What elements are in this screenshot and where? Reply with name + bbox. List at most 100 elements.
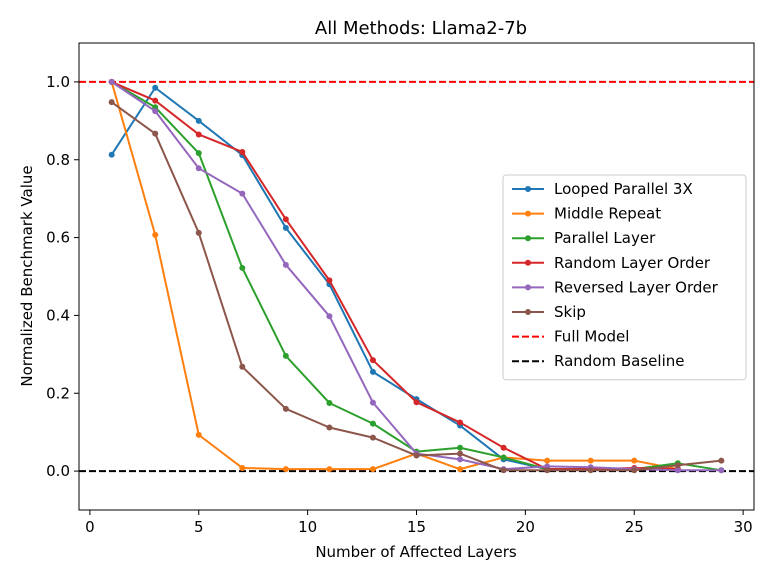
data-point bbox=[195, 150, 202, 157]
data-point bbox=[457, 419, 464, 426]
data-point bbox=[195, 131, 202, 138]
legend-label: Random Baseline bbox=[554, 352, 684, 370]
y-tick-label: 0.4 bbox=[46, 306, 70, 324]
series-line bbox=[111, 81, 678, 471]
data-point bbox=[152, 130, 159, 137]
x-tick-label: 0 bbox=[85, 518, 95, 536]
series-line bbox=[110, 81, 678, 471]
legend-item: Random Layer Order bbox=[512, 254, 711, 272]
legend-box bbox=[502, 174, 747, 381]
data-point bbox=[108, 99, 115, 106]
legend-label: Full Model bbox=[554, 328, 629, 346]
data-point bbox=[326, 313, 333, 320]
data-point bbox=[108, 78, 115, 85]
data-point bbox=[369, 368, 376, 375]
y-tick-label: 0.2 bbox=[46, 384, 70, 402]
legend-label: Random Layer Order bbox=[554, 254, 711, 272]
data-point bbox=[413, 399, 420, 406]
data-point bbox=[587, 457, 594, 464]
data-point bbox=[282, 224, 289, 231]
legend-label: Looped Parallel 3X bbox=[554, 180, 693, 198]
data-point bbox=[326, 399, 333, 406]
data-point bbox=[326, 424, 333, 431]
chart-title: All Methods: Llama2-7b bbox=[315, 18, 527, 39]
data-point bbox=[369, 399, 376, 406]
data-point bbox=[500, 467, 507, 474]
legend-item: Skip bbox=[512, 303, 586, 321]
x-axis: 0 5 10 15 20 25 30 bbox=[85, 510, 753, 536]
legend-item: Looped Parallel 3X bbox=[512, 180, 693, 198]
data-point bbox=[369, 434, 376, 441]
y-axis: 0.0 0.2 0.4 0.6 0.8 1.0 bbox=[46, 73, 79, 480]
data-point bbox=[239, 148, 246, 155]
legend-marker bbox=[525, 235, 531, 242]
data-point bbox=[544, 457, 551, 464]
data-point bbox=[108, 151, 115, 158]
data-point bbox=[674, 467, 681, 474]
data-point bbox=[239, 363, 246, 370]
legend-label: Skip bbox=[554, 303, 586, 321]
x-tick-label: 30 bbox=[734, 518, 753, 536]
data-point bbox=[195, 165, 202, 172]
legend-marker bbox=[525, 186, 531, 192]
legend-marker bbox=[525, 284, 531, 291]
data-point bbox=[544, 467, 551, 474]
data-point bbox=[282, 405, 289, 412]
data-point bbox=[326, 277, 333, 284]
y-tick-label: 0.8 bbox=[46, 151, 70, 169]
data-point bbox=[239, 190, 246, 197]
data-point bbox=[457, 466, 464, 473]
legend-marker bbox=[525, 210, 531, 217]
legend-marker bbox=[525, 259, 531, 266]
data-point bbox=[457, 450, 464, 457]
data-point bbox=[152, 84, 159, 91]
data-point bbox=[326, 466, 333, 473]
data-point bbox=[369, 357, 376, 364]
x-tick-label: 5 bbox=[194, 518, 204, 536]
data-point bbox=[369, 466, 376, 473]
data-point bbox=[239, 264, 246, 271]
data-point bbox=[195, 117, 202, 124]
data-point bbox=[631, 457, 638, 464]
data-point bbox=[500, 444, 507, 451]
x-tick-label: 10 bbox=[298, 518, 317, 536]
series-5 bbox=[108, 99, 725, 474]
data-point bbox=[674, 462, 681, 469]
data-point bbox=[282, 261, 289, 268]
legend-item: Middle Repeat bbox=[512, 205, 661, 223]
y-tick-label: 1.0 bbox=[46, 73, 70, 91]
data-point bbox=[152, 231, 159, 238]
data-point bbox=[457, 444, 464, 451]
legend-label: Reversed Layer Order bbox=[554, 278, 719, 296]
data-point bbox=[195, 229, 202, 236]
legend: Looped Parallel 3X Middle Repeat Parallel … bbox=[502, 174, 747, 381]
data-point bbox=[413, 452, 420, 459]
data-point bbox=[718, 467, 725, 474]
legend-item: Parallel Layer bbox=[512, 229, 656, 247]
data-point bbox=[369, 420, 376, 427]
data-point bbox=[195, 431, 202, 438]
legend-label: Middle Repeat bbox=[554, 205, 661, 223]
y-tick-label: 0.6 bbox=[46, 229, 70, 247]
data-point bbox=[152, 108, 159, 115]
legend-item: Full Model bbox=[512, 328, 629, 346]
data-point bbox=[587, 467, 594, 474]
data-point bbox=[282, 216, 289, 223]
legend-item: Reversed Layer Order bbox=[512, 278, 719, 296]
x-tick-label: 15 bbox=[407, 518, 426, 536]
data-point bbox=[152, 97, 159, 104]
data-point bbox=[631, 467, 638, 474]
legend-item: Random Baseline bbox=[512, 352, 684, 370]
x-tick-label: 25 bbox=[625, 518, 644, 536]
data-point bbox=[718, 457, 725, 464]
x-tick-label: 20 bbox=[516, 518, 535, 536]
x-axis-label: Number of Affected Layers bbox=[315, 543, 517, 561]
legend-label: Parallel Layer bbox=[554, 229, 656, 247]
y-axis-label: Normalized Benchmark Value bbox=[18, 165, 36, 386]
data-point bbox=[457, 456, 464, 463]
y-tick-label: 0.0 bbox=[46, 462, 70, 480]
data-point bbox=[239, 464, 246, 471]
data-point bbox=[500, 454, 507, 461]
plot-area bbox=[79, 78, 754, 474]
